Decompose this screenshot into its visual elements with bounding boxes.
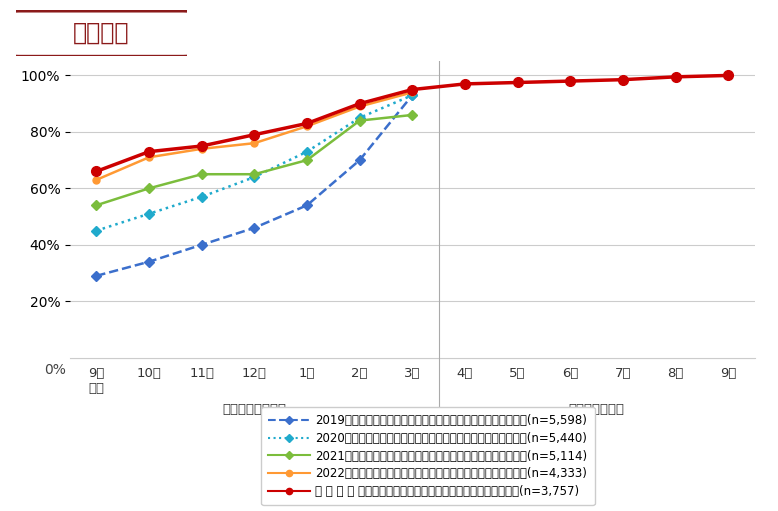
Text: 2月: 2月 — [352, 367, 368, 380]
Text: 9月: 9月 — [720, 367, 737, 380]
Text: 5月: 5月 — [510, 367, 526, 380]
Text: 10月: 10月 — [137, 367, 162, 380]
Text: 4月: 4月 — [457, 367, 473, 380]
Legend: 2019年度調査・全体・最初に参加した企業説明会等：累積割合(n=5,598), 2020年度調査・全体・最初に参加した企業説明会等：累積割合(n=5,440): 2019年度調査・全体・最初に参加した企業説明会等：累積割合(n=5,598),… — [261, 407, 594, 505]
Text: 累計割合: 累計割合 — [73, 21, 129, 45]
Text: 12月: 12月 — [242, 367, 267, 380]
Text: 卒業・修了前年度: 卒業・修了前年度 — [223, 403, 286, 416]
Text: 6月: 6月 — [562, 367, 579, 380]
Text: 0%: 0% — [44, 363, 65, 377]
Text: 8月: 8月 — [668, 367, 684, 380]
Text: 1月: 1月 — [299, 367, 315, 380]
Text: 7月: 7月 — [615, 367, 631, 380]
Text: 3月: 3月 — [404, 367, 421, 380]
Text: 9月
以前: 9月 以前 — [88, 367, 104, 395]
FancyBboxPatch shape — [10, 11, 192, 56]
Text: 11月: 11月 — [189, 367, 214, 380]
Text: 卒業・修了年度: 卒業・修了年度 — [569, 403, 625, 416]
